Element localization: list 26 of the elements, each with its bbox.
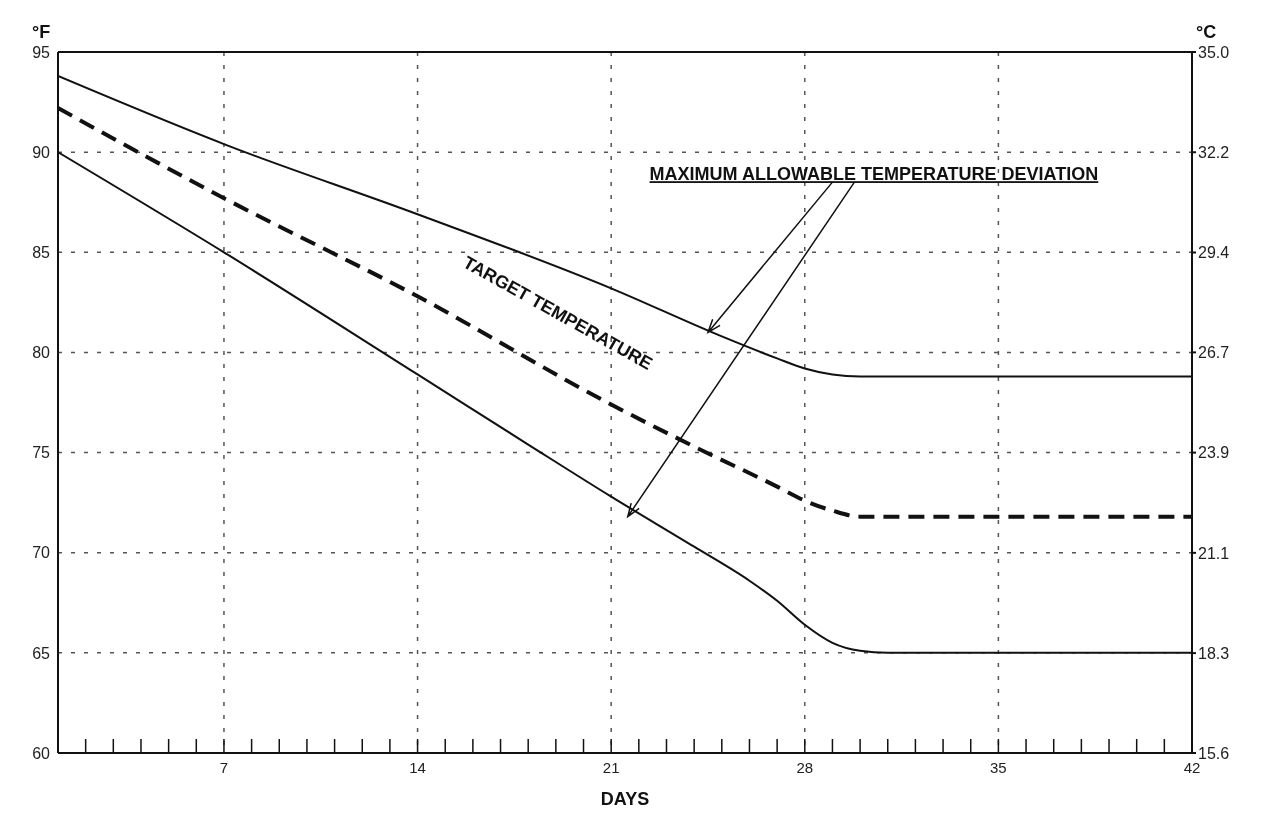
- y-tick-label: 70: [32, 544, 51, 562]
- y-tick-label: 80: [32, 344, 51, 362]
- x-tick-label: 42: [1183, 759, 1201, 776]
- y2-tick-label: 29.4: [1198, 244, 1230, 262]
- y2-tick-label: 21.1: [1198, 544, 1230, 562]
- y2-tick-label: 32.2: [1198, 143, 1230, 161]
- x-tick-label: 7: [219, 759, 229, 776]
- y-tick-label: 75: [32, 444, 51, 462]
- y-tick-label: 90: [32, 143, 51, 161]
- y-tick-label: 65: [32, 644, 51, 662]
- y2-tick-label: 26.7: [1198, 344, 1230, 362]
- x-axis-title: DAYS: [600, 789, 650, 809]
- y-axis-title: °F: [32, 22, 51, 42]
- y2-tick-label: 23.9: [1198, 444, 1230, 462]
- x-tick-label: 21: [602, 759, 620, 776]
- x-tick-label: 28: [796, 759, 814, 776]
- y2-axis-title: °C: [1196, 22, 1217, 42]
- y-tick-label: 60: [32, 744, 51, 762]
- y-tick-label: 95: [32, 43, 51, 61]
- annotation: MAXIMUM ALLOWABLE TEMPERATURE DEVIATION: [649, 164, 1099, 185]
- y2-tick-label: 35.0: [1198, 43, 1230, 61]
- x-tick-label: 14: [409, 759, 426, 776]
- y-tick-label: 85: [32, 243, 51, 261]
- y2-tick-label: 18.3: [1198, 644, 1230, 662]
- y2-tick-label: 15.6: [1198, 744, 1230, 762]
- x-tick-label: 35: [990, 759, 1007, 776]
